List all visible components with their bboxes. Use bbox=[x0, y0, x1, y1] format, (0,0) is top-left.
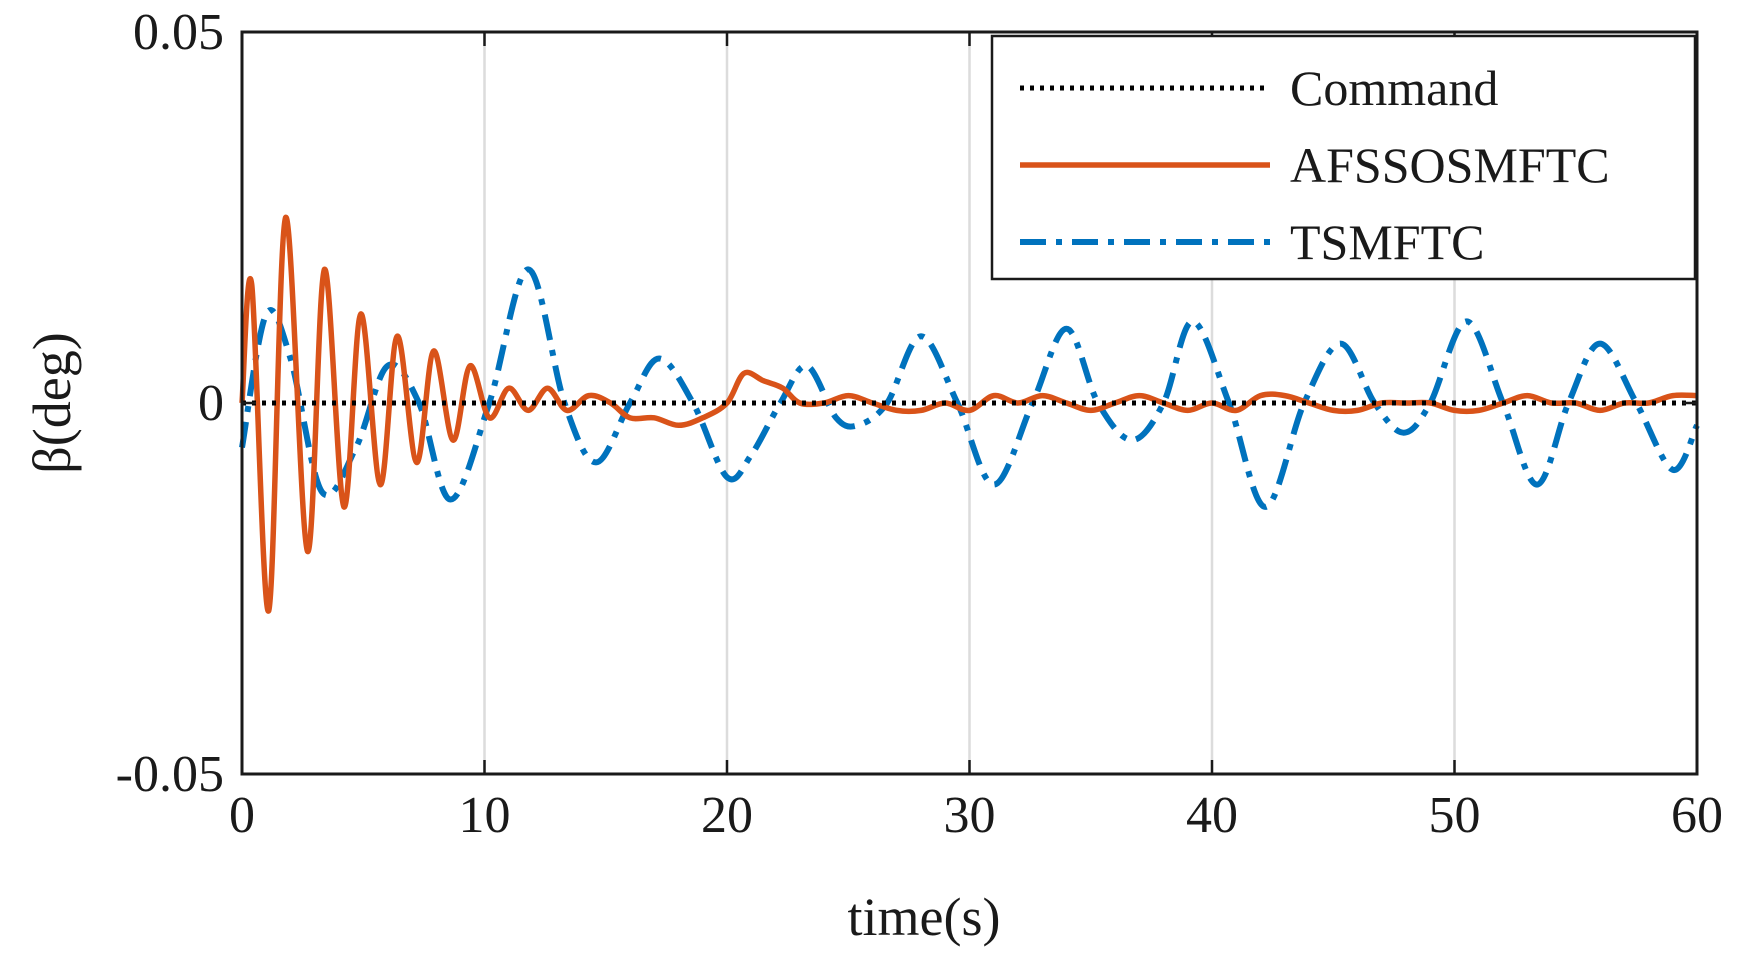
series-line-tsmftc bbox=[239, 266, 1700, 510]
plot-area bbox=[239, 214, 1700, 614]
legend-box bbox=[990, 34, 1697, 281]
x-tick-label: 10 bbox=[459, 787, 511, 844]
y-tick-label: -0.05 bbox=[116, 746, 224, 803]
x-axis-title: time(s) bbox=[848, 887, 1001, 947]
legend: Command AFSSOSMFTC TSMFTC bbox=[990, 34, 1697, 281]
x-tick-label: 60 bbox=[1671, 787, 1723, 844]
x-tick-label: 0 bbox=[229, 787, 255, 844]
legend-label-tsmftc: TSMFTC bbox=[1290, 214, 1485, 270]
y-tick-label: 0 bbox=[198, 375, 224, 432]
x-tick-label: 40 bbox=[1186, 787, 1238, 844]
legend-label-afssosmftc: AFSSOSMFTC bbox=[1290, 137, 1610, 193]
y-tick-label: 0.05 bbox=[133, 4, 224, 61]
x-tick-label: 20 bbox=[701, 787, 753, 844]
x-tick-label: 30 bbox=[944, 787, 996, 844]
x-tick-label: 50 bbox=[1429, 787, 1481, 844]
legend-label-command: Command bbox=[1290, 60, 1498, 116]
y-axis-title: β(deg) bbox=[22, 332, 82, 473]
